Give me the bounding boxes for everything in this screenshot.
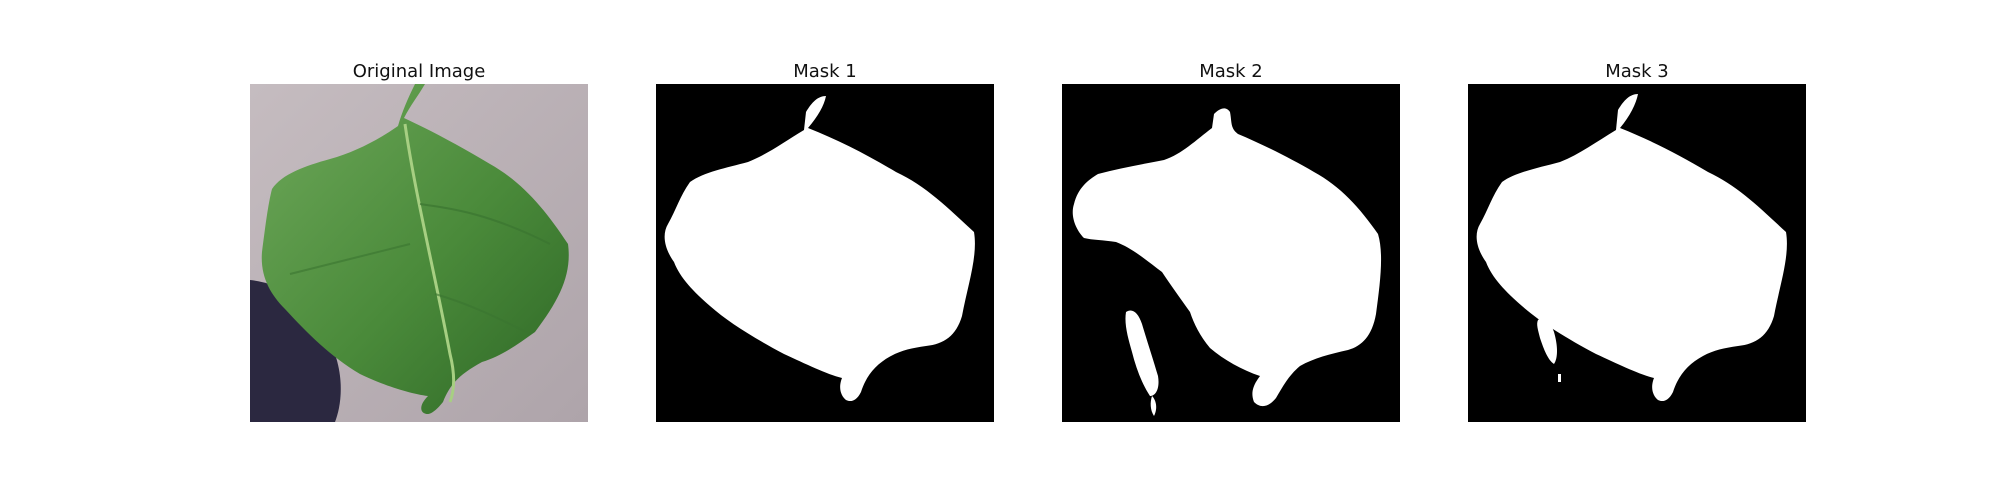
leaf-midrib: [403, 123, 456, 403]
leaf-vein: [289, 243, 411, 275]
mask-3-image: [1468, 84, 1806, 422]
mask-leaf-region: [1072, 108, 1382, 407]
original-image: [250, 84, 588, 422]
mask-2-image: [1062, 84, 1400, 422]
panel-title: Mask 1: [793, 61, 857, 82]
panel-title: Mask 3: [1605, 61, 1669, 82]
shadow-region: [250, 280, 341, 422]
mask-noise-region: [1558, 374, 1561, 382]
panel-original-image: Original Image: [250, 60, 588, 422]
mask-noise-region: [1150, 396, 1157, 416]
mask-1-image: [656, 84, 994, 422]
leaf-shape: [261, 84, 569, 414]
panel-mask-2: Mask 2: [1062, 60, 1400, 422]
leaf-vein: [434, 293, 531, 335]
panel-mask-3: Mask 3: [1468, 60, 1806, 422]
mask-noise-region: [1125, 310, 1159, 396]
mask-leaf-region: [664, 96, 975, 402]
mask-leaf-region: [1476, 94, 1787, 402]
panel-mask-1: Mask 1: [656, 60, 994, 422]
leaf-vein: [419, 203, 551, 245]
panel-title: Original Image: [352, 61, 486, 82]
panel-title: Mask 2: [1199, 61, 1263, 82]
mask-noise-region: [1537, 318, 1557, 364]
